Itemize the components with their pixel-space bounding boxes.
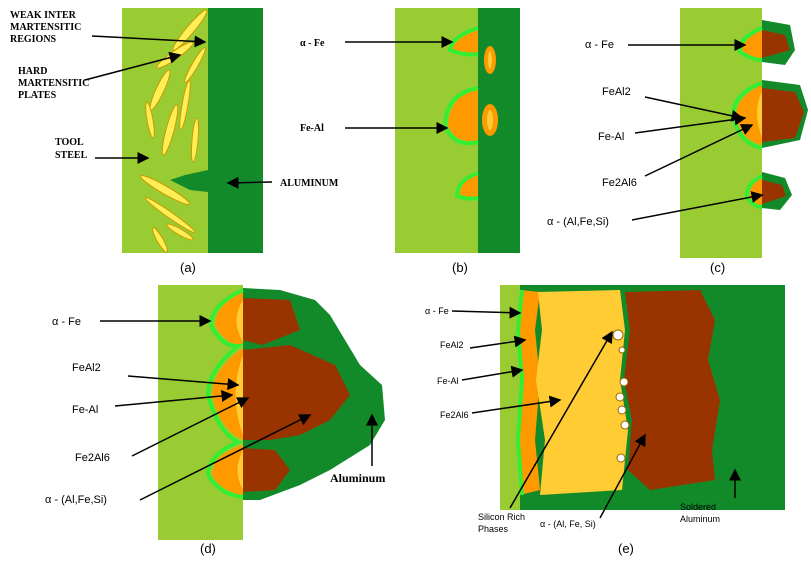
label: MARTENSITIC — [10, 22, 81, 33]
label: FeAl2 — [602, 86, 631, 98]
shape — [488, 51, 492, 69]
label: WEAK INTER — [10, 10, 77, 21]
label: ALUMINUM — [280, 178, 339, 189]
caption: (d) — [200, 541, 216, 556]
label: Silicon Rich — [478, 512, 525, 522]
label: α - Fe — [52, 316, 81, 328]
shape — [618, 406, 626, 414]
label: α - Fe — [425, 306, 449, 316]
caption: (b) — [452, 260, 468, 275]
aluminum — [208, 8, 263, 253]
label: Soldered — [680, 502, 716, 512]
label: Fe2Al6 — [602, 177, 637, 189]
alpha-al-fe-si — [624, 290, 720, 490]
shape — [616, 393, 624, 401]
shape — [617, 454, 625, 462]
diagram: WEAK INTER MARTENSITIC REGIONS HARD MART… — [0, 0, 811, 561]
label: Aluminum — [330, 471, 385, 485]
shape — [487, 110, 493, 130]
panel-a: WEAK INTER MARTENSITIC REGIONS HARD MART… — [10, 8, 339, 275]
label: Fe-Al — [300, 123, 324, 134]
label: STEEL — [55, 150, 88, 161]
label: Fe-Al — [598, 131, 624, 143]
label: FeAl2 — [440, 340, 464, 350]
shape — [621, 421, 629, 429]
shape — [619, 347, 625, 353]
label: PLATES — [18, 90, 57, 101]
caption: (c) — [710, 260, 725, 275]
label: α - (Al,Fe,Si) — [45, 494, 107, 506]
label: α - Fe — [585, 39, 614, 51]
label: Fe-Al — [437, 376, 459, 386]
arrow — [228, 182, 272, 183]
label: Fe-Al — [72, 404, 98, 416]
panel-b: α - Fe Fe-Al (b) — [300, 8, 520, 275]
caption: (a) — [180, 260, 196, 275]
label: α - (Al, Fe, Si) — [540, 519, 596, 529]
panel-d: α - Fe FeAl2 Fe-Al Fe2Al6 α - (Al,Fe,Si)… — [45, 285, 385, 556]
label: TOOL — [55, 137, 84, 148]
panel-e: α - Fe FeAl2 Fe-Al Fe2Al6 Silicon Rich P… — [425, 285, 785, 556]
label: FeAl2 — [72, 362, 101, 374]
fe2al6 — [536, 290, 628, 495]
tool-steel — [500, 285, 520, 510]
shape — [613, 330, 623, 340]
label: MARTENSITIC — [18, 78, 89, 89]
label: HARD — [18, 66, 47, 77]
label: Fe2Al6 — [440, 410, 469, 420]
label: REGIONS — [10, 34, 57, 45]
shape — [620, 378, 628, 386]
label: α - (Al,Fe,Si) — [547, 216, 609, 228]
caption: (e) — [618, 541, 634, 556]
label: α - Fe — [300, 38, 325, 49]
label: Fe2Al6 — [75, 452, 110, 464]
label: Aluminum — [680, 514, 720, 524]
panel-c: α - Fe FeAl2 Fe-Al Fe2Al6 α - (Al,Fe,Si)… — [547, 8, 808, 275]
label: Phases — [478, 524, 509, 534]
